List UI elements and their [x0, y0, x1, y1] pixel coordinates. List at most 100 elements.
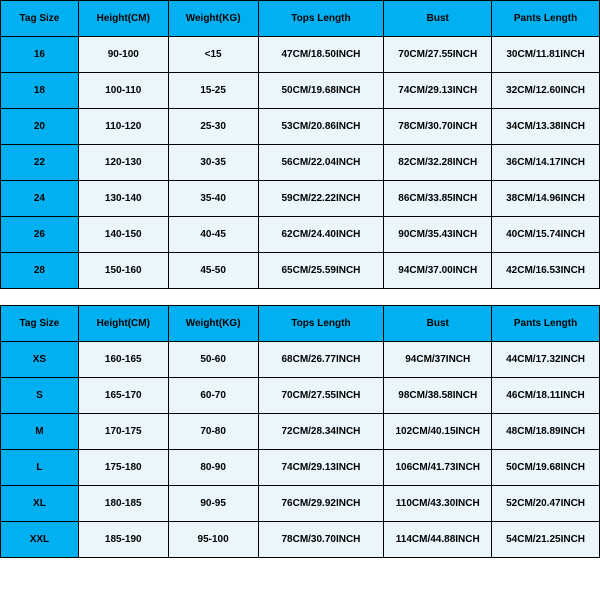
- cell: 74CM/29.13INCH: [384, 73, 492, 109]
- table-row: 26 140-150 40-45 62CM/24.40INCH 90CM/35.…: [1, 217, 600, 253]
- cell: 47CM/18.50INCH: [258, 37, 384, 73]
- cell: 170-175: [78, 414, 168, 450]
- cell: 70CM/27.55INCH: [258, 378, 384, 414]
- cell: 102CM/40.15INCH: [384, 414, 492, 450]
- col-weight: Weight(KG): [168, 306, 258, 342]
- cell: 59CM/22.22INCH: [258, 181, 384, 217]
- cell: 40-45: [168, 217, 258, 253]
- cell: 46CM/18.11INCH: [492, 378, 600, 414]
- table-row: 20 110-120 25-30 53CM/20.86INCH 78CM/30.…: [1, 109, 600, 145]
- cell: 175-180: [78, 450, 168, 486]
- cell: 185-190: [78, 522, 168, 558]
- cell: 70-80: [168, 414, 258, 450]
- cell: 180-185: [78, 486, 168, 522]
- cell: 62CM/24.40INCH: [258, 217, 384, 253]
- table-row: S 165-170 60-70 70CM/27.55INCH 98CM/38.5…: [1, 378, 600, 414]
- col-tag-size: Tag Size: [1, 1, 79, 37]
- cell: 56CM/22.04INCH: [258, 145, 384, 181]
- cell: 78CM/30.70INCH: [384, 109, 492, 145]
- cell: 34CM/13.38INCH: [492, 109, 600, 145]
- cell: 32CM/12.60INCH: [492, 73, 600, 109]
- cell: 70CM/27.55INCH: [384, 37, 492, 73]
- cell: 98CM/38.58INCH: [384, 378, 492, 414]
- cell: 36CM/14.17INCH: [492, 145, 600, 181]
- cell: <15: [168, 37, 258, 73]
- cell: 130-140: [78, 181, 168, 217]
- size-chart-bottom: Tag Size Height(CM) Weight(KG) Tops Leng…: [0, 305, 600, 558]
- cell: 53CM/20.86INCH: [258, 109, 384, 145]
- cell: 30CM/11.81INCH: [492, 37, 600, 73]
- col-height: Height(CM): [78, 306, 168, 342]
- cell: 114CM/44.88INCH: [384, 522, 492, 558]
- table-row: 22 120-130 30-35 56CM/22.04INCH 82CM/32.…: [1, 145, 600, 181]
- cell: 160-165: [78, 342, 168, 378]
- table-row: XXL 185-190 95-100 78CM/30.70INCH 114CM/…: [1, 522, 600, 558]
- cell: 76CM/29.92INCH: [258, 486, 384, 522]
- cell-size: 22: [1, 145, 79, 181]
- cell-size: XXL: [1, 522, 79, 558]
- table-row: 18 100-110 15-25 50CM/19.68INCH 74CM/29.…: [1, 73, 600, 109]
- cell: 50CM/19.68INCH: [492, 450, 600, 486]
- cell: 90-95: [168, 486, 258, 522]
- cell: 60-70: [168, 378, 258, 414]
- cell: 72CM/28.34INCH: [258, 414, 384, 450]
- cell: 50-60: [168, 342, 258, 378]
- table-row: M 170-175 70-80 72CM/28.34INCH 102CM/40.…: [1, 414, 600, 450]
- cell: 15-25: [168, 73, 258, 109]
- cell: 150-160: [78, 253, 168, 289]
- cell: 165-170: [78, 378, 168, 414]
- cell-size: L: [1, 450, 79, 486]
- cell-size: S: [1, 378, 79, 414]
- col-pants-length: Pants Length: [492, 306, 600, 342]
- cell: 54CM/21.25INCH: [492, 522, 600, 558]
- cell: 94CM/37.00INCH: [384, 253, 492, 289]
- col-pants-length: Pants Length: [492, 1, 600, 37]
- col-tag-size: Tag Size: [1, 306, 79, 342]
- col-tops-length: Tops Length: [258, 306, 384, 342]
- col-weight: Weight(KG): [168, 1, 258, 37]
- cell: 110-120: [78, 109, 168, 145]
- cell-size: XL: [1, 486, 79, 522]
- cell: 42CM/16.53INCH: [492, 253, 600, 289]
- col-tops-length: Tops Length: [258, 1, 384, 37]
- cell: 48CM/18.89INCH: [492, 414, 600, 450]
- cell: 140-150: [78, 217, 168, 253]
- table-row: 16 90-100 <15 47CM/18.50INCH 70CM/27.55I…: [1, 37, 600, 73]
- cell: 95-100: [168, 522, 258, 558]
- cell-size: 18: [1, 73, 79, 109]
- cell-size: 28: [1, 253, 79, 289]
- size-chart-top: Tag Size Height(CM) Weight(KG) Tops Leng…: [0, 0, 600, 289]
- table-row: 24 130-140 35-40 59CM/22.22INCH 86CM/33.…: [1, 181, 600, 217]
- cell-size: 26: [1, 217, 79, 253]
- cell: 86CM/33.85INCH: [384, 181, 492, 217]
- cell-size: 16: [1, 37, 79, 73]
- cell: 100-110: [78, 73, 168, 109]
- cell: 45-50: [168, 253, 258, 289]
- cell: 40CM/15.74INCH: [492, 217, 600, 253]
- table-row: 28 150-160 45-50 65CM/25.59INCH 94CM/37.…: [1, 253, 600, 289]
- cell: 80-90: [168, 450, 258, 486]
- table-row: L 175-180 80-90 74CM/29.13INCH 106CM/41.…: [1, 450, 600, 486]
- cell: 78CM/30.70INCH: [258, 522, 384, 558]
- cell: 52CM/20.47INCH: [492, 486, 600, 522]
- cell: 90CM/35.43INCH: [384, 217, 492, 253]
- cell: 65CM/25.59INCH: [258, 253, 384, 289]
- cell: 38CM/14.96INCH: [492, 181, 600, 217]
- col-bust: Bust: [384, 1, 492, 37]
- cell-size: 20: [1, 109, 79, 145]
- col-height: Height(CM): [78, 1, 168, 37]
- table-gap: [0, 289, 600, 305]
- table-row: XS 160-165 50-60 68CM/26.77INCH 94CM/37I…: [1, 342, 600, 378]
- cell: 120-130: [78, 145, 168, 181]
- cell-size: XS: [1, 342, 79, 378]
- cell: 68CM/26.77INCH: [258, 342, 384, 378]
- col-bust: Bust: [384, 306, 492, 342]
- cell: 35-40: [168, 181, 258, 217]
- cell: 94CM/37INCH: [384, 342, 492, 378]
- cell-size: 24: [1, 181, 79, 217]
- cell: 25-30: [168, 109, 258, 145]
- cell: 50CM/19.68INCH: [258, 73, 384, 109]
- cell: 106CM/41.73INCH: [384, 450, 492, 486]
- cell: 82CM/32.28INCH: [384, 145, 492, 181]
- table-row: XL 180-185 90-95 76CM/29.92INCH 110CM/43…: [1, 486, 600, 522]
